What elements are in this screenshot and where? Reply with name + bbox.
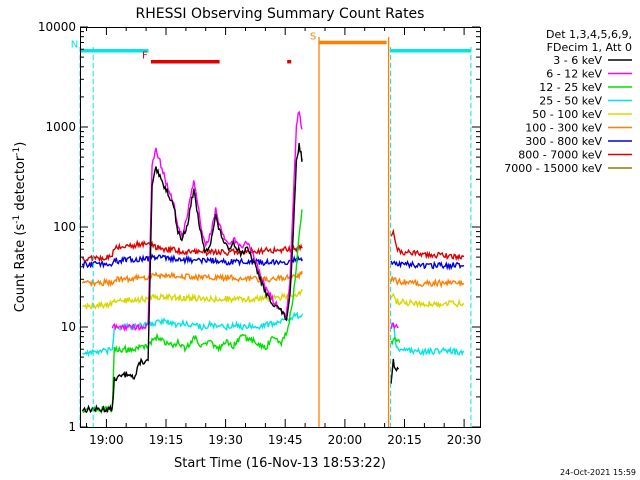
x-tick-label: 19:45: [268, 433, 303, 447]
series-line: [81, 209, 401, 415]
x-tick-label: 19:15: [149, 433, 184, 447]
overlay-layer: N F S: [71, 32, 472, 427]
series-line: [111, 110, 399, 333]
y-axis-label: Count Rate (s-1 detector-1): [12, 142, 28, 313]
series-line: [81, 253, 465, 271]
x-tick-label: 19:00: [89, 433, 124, 447]
y-tick-label: 100: [53, 220, 76, 234]
legend-label: 100 - 300 keV: [525, 122, 602, 135]
legend-label: 12 - 25 keV: [539, 81, 602, 94]
legend-label: 50 - 100 keV: [532, 108, 602, 121]
y-tick-label: 10000: [38, 20, 76, 34]
x-tick-label: 20:00: [328, 433, 363, 447]
y-tick-label: 1: [68, 420, 76, 434]
footer-date: 24-Oct-2021 15:59: [560, 468, 636, 477]
flag-label: N: [71, 40, 78, 51]
legend-header: FDecim 1, Att 0: [547, 41, 632, 54]
data-layer: [81, 110, 465, 415]
legend-label: 300 - 800 keV: [525, 135, 602, 148]
x-axis-label: Start Time (16-Nov-13 18:53:22): [174, 456, 386, 471]
series-line: [82, 311, 465, 358]
series-line: [81, 270, 465, 289]
chart-title: RHESSI Observing Summary Count Rates: [136, 6, 425, 22]
series-line: [82, 289, 465, 310]
series-line: [81, 142, 400, 414]
series-line: [81, 228, 465, 263]
legend-label: 6 - 12 keV: [546, 68, 602, 81]
y-axis-label-sup1: -1: [12, 215, 22, 224]
axes-layer: 1 10 100 1000 10000 19:00 19:15 19:30 19:45 20:00…: [38, 20, 482, 447]
y-axis-label-mid: detector: [13, 155, 28, 215]
legend-label: 800 - 7000 keV: [518, 149, 602, 162]
y-axis-label-end: ): [13, 142, 28, 147]
flag-label: S: [310, 32, 316, 43]
legend-label: 25 - 50 keV: [539, 95, 602, 108]
x-tick-label: 20:30: [447, 433, 482, 447]
y-axis-label-main: Count Rate (s: [13, 224, 28, 313]
legend: Det 1,3,4,5,6,9,FDecim 1, Att 03 - 6 keV…: [504, 28, 632, 175]
x-tick-label: 20:15: [387, 433, 422, 447]
flag-label: F: [142, 51, 148, 62]
y-axis-label-sup2: -1: [12, 147, 22, 156]
y-tick-label: 10: [61, 320, 76, 334]
legend-label: 7000 - 15000 keV: [504, 162, 602, 175]
y-tick-label: 1000: [45, 120, 76, 134]
legend-header: Det 1,3,4,5,6,9,: [546, 28, 632, 41]
legend-label: 3 - 6 keV: [553, 54, 602, 67]
x-tick-label: 19:30: [208, 433, 243, 447]
